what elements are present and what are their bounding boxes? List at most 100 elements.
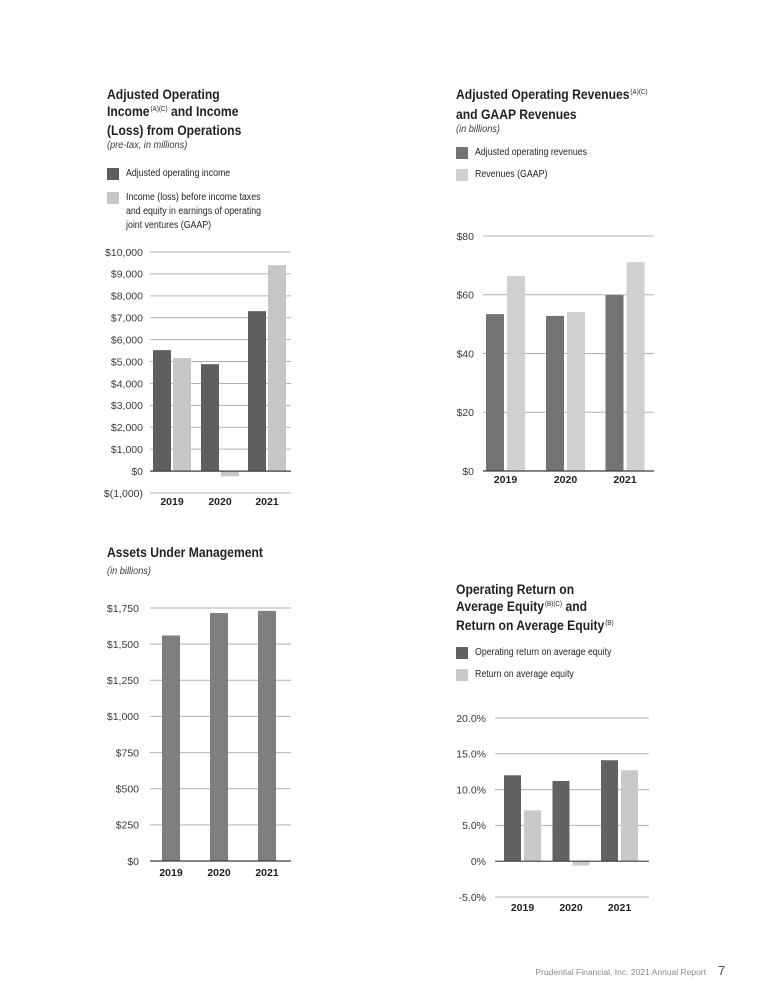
chart-title-adjusted-operating-income: Adjusted Operating Income(A)(C) and Incom… xyxy=(107,87,241,140)
legend-swatch xyxy=(456,169,468,181)
y-tick-label: $0 xyxy=(131,466,143,478)
y-tick-label: $5,000 xyxy=(111,356,143,368)
legend-label: Return on average equity xyxy=(475,668,574,682)
y-tick-label: $20 xyxy=(456,407,474,419)
bar-2021-adjusted-operating-income xyxy=(248,311,266,472)
bar-2021-adjusted-operating-revenues xyxy=(605,295,624,471)
y-tick-label: $(1,000) xyxy=(104,488,143,500)
bar-2021-operating-return-on-average-equity xyxy=(601,760,618,862)
chart-title-line: Adjusted Operating Revenues(A)(C) xyxy=(456,87,648,107)
legend-swatch xyxy=(456,669,468,681)
x-tick-label-2020: 2020 xyxy=(554,474,578,486)
bar-2019-assets-under-management xyxy=(162,635,180,861)
legend-label-line: Income (loss) before income taxes xyxy=(126,192,261,203)
bar-2020-gaap-revenues xyxy=(567,312,585,471)
chart-title-line: Average Equity(B)(C) and xyxy=(456,599,614,619)
chart-subtitle: (in billions) xyxy=(456,124,500,135)
y-tick-label: $7,000 xyxy=(111,313,143,325)
x-tick-label-2020: 2020 xyxy=(208,496,232,508)
chart-title-assets-under-management: Assets Under Management xyxy=(107,545,263,562)
footnote-marker: (A)(C) xyxy=(630,89,648,96)
y-tick-label: $1,000 xyxy=(107,711,139,723)
bar-2021-gaap-revenues xyxy=(626,262,645,471)
y-tick-label: 20.0% xyxy=(456,713,486,725)
plot-adjusted-operating-revenues: $0 $20 $40 $60 $80 2019 2020 2021 xyxy=(456,231,654,486)
y-tick-label: $80 xyxy=(456,231,474,243)
chart-title-line: Operating Return on xyxy=(456,582,614,599)
legend-label-line: Adjusted operating revenues xyxy=(475,147,588,158)
y-tick-label: $8,000 xyxy=(111,291,143,303)
y-tick-label: 10.0% xyxy=(456,784,486,796)
chart-title-text: Return on Average Equity xyxy=(456,618,605,633)
legend-label-line: Return on average equity xyxy=(475,669,574,680)
y-tick-label: $6,000 xyxy=(111,334,143,346)
plot-assets-under-management: $0 $250 $500 $750 $1,000 $1,250 $1,500 $1,750 20… xyxy=(107,603,291,879)
legend-swatch xyxy=(456,647,468,659)
y-tick-label: $0 xyxy=(462,466,474,478)
bar-2020-adjusted-operating-revenues xyxy=(546,315,564,471)
y-tick-label: $1,000 xyxy=(111,444,143,456)
chart-subtitle: (in billions) xyxy=(107,566,151,577)
page-number: 7 xyxy=(718,963,726,978)
chart-title-text: and GAAP Revenues xyxy=(456,106,577,122)
chart-title-text: and xyxy=(562,598,588,614)
legend-label-line: Revenues (GAAP) xyxy=(475,169,548,180)
y-tick-label: $250 xyxy=(116,820,140,832)
y-tick-label: 15.0% xyxy=(456,749,486,761)
legend-label: Adjusted operating income xyxy=(126,167,230,181)
y-tick-label: $10,000 xyxy=(105,247,143,259)
bar-2019-operating-return-on-average-equity xyxy=(504,775,521,862)
x-tick-label-2021: 2021 xyxy=(608,902,632,914)
x-tick-label-2019: 2019 xyxy=(494,474,518,486)
footnote-marker: (B) xyxy=(605,620,614,627)
bar-2021-assets-under-management xyxy=(258,610,276,861)
y-tick-label: $750 xyxy=(116,747,140,759)
y-tick-label: 0% xyxy=(471,856,486,868)
x-tick-label-2021: 2021 xyxy=(613,474,637,486)
x-tick-label-2019: 2019 xyxy=(160,496,184,508)
y-tick-label: $0 xyxy=(127,856,139,868)
footnote-marker: (B)(C) xyxy=(544,600,563,608)
footer-report-title: Prudential Financial, Inc. 2021 Annual R… xyxy=(535,967,706,977)
chart-title-text: Adjusted Operating xyxy=(107,87,220,102)
legend-swatch xyxy=(107,192,119,204)
y-tick-label: $1,750 xyxy=(107,603,139,615)
bar-2021-return-on-average-equity xyxy=(621,770,638,862)
bar-2019-return-on-average-equity xyxy=(524,810,541,862)
plot-return-on-equity: -5.0% 0% 5.0% 10.0% 15.0% 20.0% 2019 2020 2021 xyxy=(456,713,649,914)
legend-label-line: Adjusted operating income xyxy=(126,168,231,179)
bar-2020-return-on-average-equity xyxy=(572,861,590,866)
chart-title-line: (Loss) from Operations xyxy=(107,123,241,140)
chart-title-text: (Loss) from Operations xyxy=(107,123,242,138)
bar-2019-gaap-income-loss xyxy=(173,358,191,472)
bar-2021-gaap-income-loss xyxy=(268,265,286,472)
chart-title-line: Return on Average Equity(B) xyxy=(456,618,614,638)
bar-2020-gaap-income-loss xyxy=(221,471,239,477)
y-tick-label: $1,250 xyxy=(107,675,139,687)
legend-label-line: and equity in earnings of operating xyxy=(126,206,262,217)
chart-title-line: Income(A)(C) and Income xyxy=(107,104,241,124)
chart-title-adjusted-operating-revenues: Adjusted Operating Revenues(A)(C) and GAA… xyxy=(456,87,648,123)
chart-title-line: Adjusted Operating xyxy=(107,87,241,104)
y-tick-label: $1,500 xyxy=(107,639,139,651)
legend-label: Operating return on average equity xyxy=(475,646,611,660)
x-tick-label-2020: 2020 xyxy=(559,902,583,914)
x-tick-label-2020: 2020 xyxy=(207,867,231,879)
footnote-marker: (A)(C) xyxy=(150,105,168,113)
chart-title-return-on-equity: Operating Return on Average Equity(B)(C) … xyxy=(456,582,614,638)
chart-title-line: and GAAP Revenues xyxy=(456,107,648,124)
bar-2020-adjusted-operating-income xyxy=(201,364,219,472)
bar-2019-adjusted-operating-income xyxy=(153,350,171,472)
y-tick-label: $3,000 xyxy=(111,400,143,412)
plot-adjusted-operating-income: $(1,000) $0 $1,000 $2,000 $3,000 $4,000 $5,000… xyxy=(104,247,291,508)
legend-label: Adjusted operating revenues xyxy=(475,146,587,160)
y-tick-label: -5.0% xyxy=(459,892,486,904)
chart-title-line: Assets Under Management xyxy=(107,545,263,562)
x-tick-label-2021: 2021 xyxy=(255,867,279,879)
y-tick-label: $9,000 xyxy=(111,269,143,281)
bar-2020-operating-return-on-average-equity xyxy=(552,781,570,862)
y-tick-label: $2,000 xyxy=(111,422,143,434)
x-tick-label-2021: 2021 xyxy=(255,496,279,508)
